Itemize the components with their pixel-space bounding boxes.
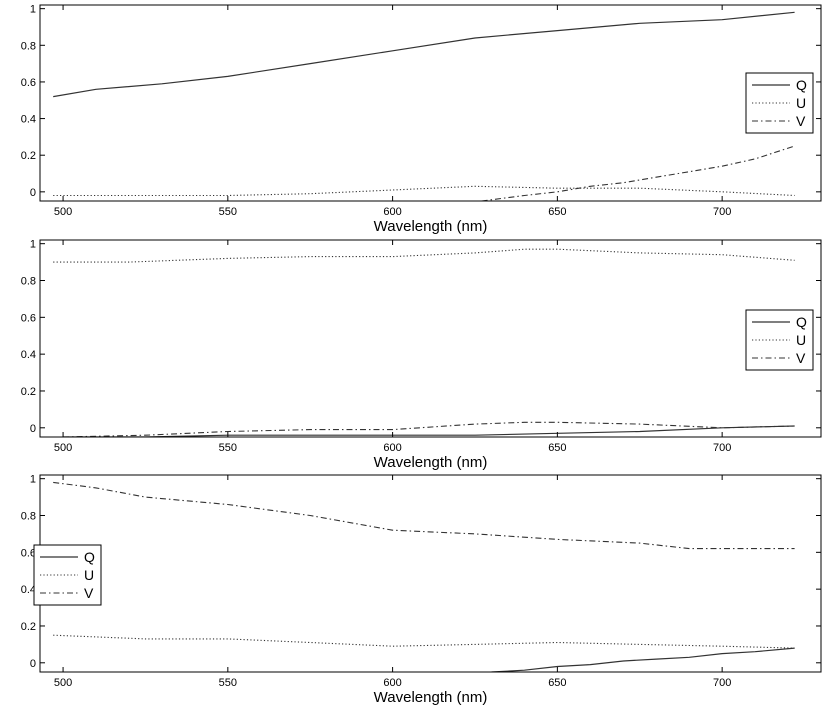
y-tick-label: 0.8 <box>21 276 36 288</box>
y-tick-label: 1 <box>30 474 36 486</box>
axes-box <box>39 4 822 202</box>
series-line-v <box>63 421 795 437</box>
y-tick-label: 0.8 <box>21 511 36 523</box>
y-tick-label: 0 <box>30 423 36 435</box>
legend-label-q: Q <box>796 77 807 93</box>
y-tick-label: 0 <box>30 187 36 199</box>
x-tick-label: 700 <box>713 206 731 218</box>
axes-box <box>39 239 822 438</box>
legend-label-u: U <box>84 567 94 583</box>
x-axis-label: Wavelength (nm) <box>374 689 488 706</box>
y-tick-label: 0.2 <box>21 150 36 162</box>
x-tick-label: 550 <box>219 677 237 689</box>
y-tick-label: 0.4 <box>21 584 36 596</box>
x-axis-label: Wavelength (nm) <box>374 454 488 471</box>
y-tick-label: 0.4 <box>21 114 36 126</box>
x-tick-label: 700 <box>713 677 731 689</box>
legend: QUV <box>745 309 814 371</box>
series-line-u <box>53 248 795 263</box>
legend: QUV <box>33 544 102 606</box>
legend-label-u: U <box>796 332 806 348</box>
series-line-q <box>53 11 795 98</box>
legend-label-q: Q <box>84 549 95 565</box>
x-tick-label: 600 <box>383 442 401 454</box>
x-tick-label: 550 <box>219 442 237 454</box>
x-tick-label: 650 <box>548 677 566 689</box>
y-tick-label: 0.6 <box>21 547 36 559</box>
chart-panel-2: 500 550 600 650 700 0 0.2 0.4 0.6 0.8 1 Wavelength … <box>21 239 822 471</box>
series-line-u <box>53 185 795 197</box>
y-tick-label: 0.8 <box>21 40 36 52</box>
legend-label-v: V <box>796 113 806 129</box>
y-tick-label: 0 <box>30 658 36 670</box>
legend-label-q: Q <box>796 314 807 330</box>
x-tick-label: 700 <box>713 442 731 454</box>
legend-label-v: V <box>796 350 806 366</box>
axes-box <box>39 474 822 673</box>
y-tick-label: 0.6 <box>21 77 36 89</box>
x-tick-label: 500 <box>54 206 72 218</box>
series-line-v <box>481 145 795 201</box>
series-group <box>53 11 795 201</box>
y-tick-label: 0.2 <box>21 386 36 398</box>
y-tick-label: 0.6 <box>21 312 36 324</box>
x-tick-label: 600 <box>383 206 401 218</box>
series-group <box>53 248 795 437</box>
series-line-q <box>491 647 795 672</box>
x-tick-label: 550 <box>219 206 237 218</box>
chart-panel-3: 500 550 600 650 700 0 0.2 0.4 0.6 0.8 1 Wavelength … <box>21 474 822 706</box>
x-tick-label: 600 <box>383 677 401 689</box>
x-axis-label: Wavelength (nm) <box>374 218 488 235</box>
x-tick-label: 500 <box>54 442 72 454</box>
series-line-u <box>53 634 795 649</box>
x-tick-label: 650 <box>548 442 566 454</box>
legend: QUV <box>745 72 814 134</box>
legend-box <box>33 544 102 606</box>
series-group <box>53 481 795 672</box>
legend-label-u: U <box>796 95 806 111</box>
y-tick-label: 1 <box>30 4 36 16</box>
chart-panel-1: 500 550 600 650 700 0 0.2 0.4 0.6 0.8 1 Wavelength … <box>21 4 822 235</box>
x-tick-label: 650 <box>548 206 566 218</box>
series-line-q <box>63 425 795 437</box>
x-tick-label: 500 <box>54 677 72 689</box>
legend-label-v: V <box>84 585 94 601</box>
y-tick-label: 0.4 <box>21 349 36 361</box>
y-tick-label: 1 <box>30 239 36 251</box>
y-tick-label: 0.2 <box>21 621 36 633</box>
series-line-v <box>53 481 795 550</box>
